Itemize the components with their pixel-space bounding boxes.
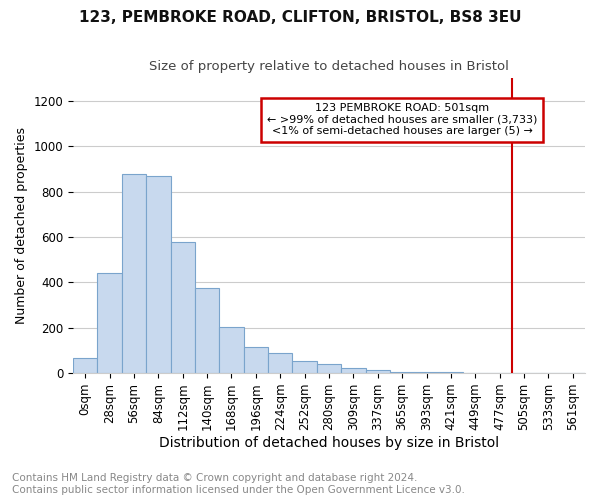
Bar	[122, 174, 146, 373]
Bar	[73, 358, 97, 373]
X-axis label: Distribution of detached houses by size in Bristol: Distribution of detached houses by size …	[159, 436, 499, 450]
Bar	[415, 372, 439, 373]
Y-axis label: Number of detached properties: Number of detached properties	[15, 127, 28, 324]
Bar	[170, 242, 195, 373]
Bar	[244, 347, 268, 373]
Bar	[317, 364, 341, 373]
Bar	[390, 372, 415, 373]
Title: Size of property relative to detached houses in Bristol: Size of property relative to detached ho…	[149, 60, 509, 73]
Bar	[195, 288, 220, 373]
Bar	[268, 352, 292, 373]
Bar	[292, 360, 317, 373]
Bar	[341, 368, 365, 373]
Bar	[439, 372, 463, 373]
Text: Contains HM Land Registry data © Crown copyright and database right 2024.
Contai: Contains HM Land Registry data © Crown c…	[12, 474, 465, 495]
Bar	[365, 370, 390, 373]
Bar	[97, 274, 122, 373]
Bar	[146, 176, 170, 373]
Text: 123, PEMBROKE ROAD, CLIFTON, BRISTOL, BS8 3EU: 123, PEMBROKE ROAD, CLIFTON, BRISTOL, BS…	[79, 10, 521, 25]
Bar	[220, 326, 244, 373]
Text: 123 PEMBROKE ROAD: 501sqm
← >99% of detached houses are smaller (3,733)
<1% of s: 123 PEMBROKE ROAD: 501sqm ← >99% of deta…	[267, 104, 538, 136]
